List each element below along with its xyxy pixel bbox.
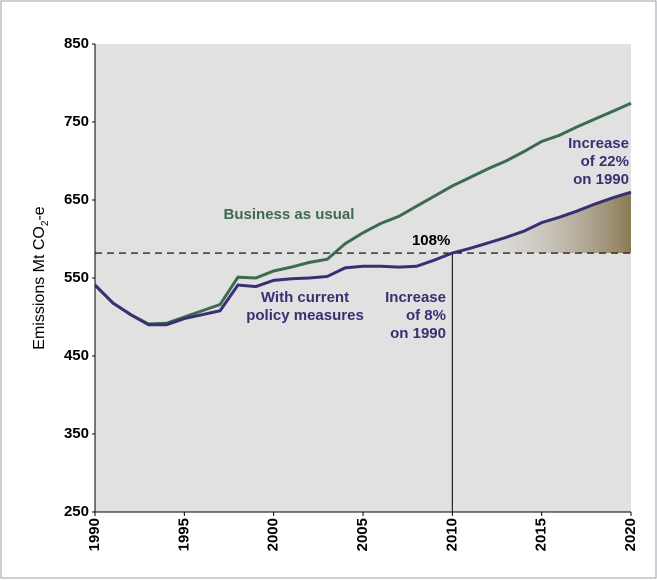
series-line bbox=[93, 101, 632, 326]
y-tick-label: 750 bbox=[64, 113, 89, 130]
y-axis-label: Emissions Mt CO2-e bbox=[31, 206, 50, 349]
y-tick-label: 350 bbox=[64, 425, 89, 442]
reference-label: 108% bbox=[412, 232, 450, 249]
x-tick-label: 2005 bbox=[354, 518, 371, 551]
y-axis-label-part: Emissions Mt CO bbox=[31, 226, 48, 350]
y-tick-label: 450 bbox=[64, 347, 89, 364]
annotation: on 1990 bbox=[390, 325, 446, 342]
x-tick-label: 1990 bbox=[86, 518, 103, 551]
x-tick-label: 2000 bbox=[265, 518, 282, 551]
annotation: With current bbox=[261, 289, 349, 306]
annotation: Increase bbox=[385, 289, 446, 306]
annotation: on 1990 bbox=[573, 171, 629, 188]
series-line bbox=[93, 190, 632, 327]
y-axis-label-part: -e bbox=[31, 206, 48, 220]
annotation: Business as usual bbox=[224, 206, 355, 223]
x-tick-label: 2015 bbox=[533, 518, 550, 551]
y-tick-label: 250 bbox=[64, 503, 89, 520]
annotation: of 22% bbox=[581, 153, 629, 170]
x-tick-label: 2010 bbox=[443, 518, 460, 551]
annotation: Increase bbox=[568, 135, 629, 152]
y-axis-label-part: 2 bbox=[40, 220, 51, 226]
y-tick-label: 650 bbox=[64, 191, 89, 208]
x-tick-label: 1995 bbox=[175, 518, 192, 551]
annotation: policy measures bbox=[246, 307, 364, 324]
plot-area bbox=[95, 44, 631, 512]
annotation: of 8% bbox=[406, 307, 446, 324]
x-tick-label: 2020 bbox=[622, 518, 639, 551]
y-tick-label: 550 bbox=[64, 269, 89, 286]
y-tick-label: 850 bbox=[64, 35, 89, 52]
